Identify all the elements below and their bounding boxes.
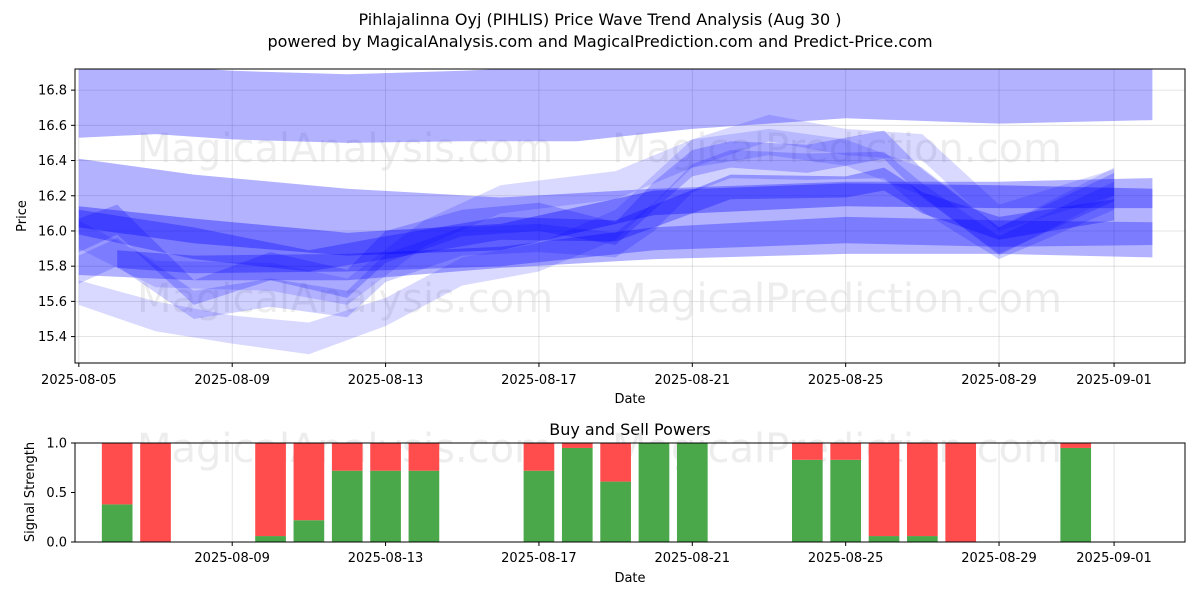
wave-band [78, 183, 1153, 256]
signal-y-label: Signal Strength [23, 442, 38, 542]
buy-bar [561, 447, 593, 542]
price-x-tick-label: 2025-08-05 [41, 373, 117, 388]
price-x-tick-label: 2025-08-13 [348, 373, 424, 388]
wave-band [78, 69, 1153, 143]
buy-bar [791, 459, 823, 542]
price-y-tick-label: 16.4 [38, 154, 67, 169]
signal-bars [101, 443, 1092, 542]
signal-x-tick-label: 2025-08-17 [501, 551, 577, 566]
wave-band [78, 158, 1153, 281]
signal-x-tick-label: 2025-08-13 [348, 551, 424, 566]
sell-bar [140, 443, 171, 542]
sell-bar [331, 443, 363, 471]
sell-bar [791, 443, 823, 460]
sell-bar [907, 443, 938, 537]
price-y-axis: 15.4 15.6 15.8 16.0 16.2 16.4 16.6 16.8 [38, 84, 75, 345]
buy-bar [101, 504, 133, 542]
buy-bar [293, 520, 325, 542]
price-x-label: Date [614, 392, 645, 407]
signal-y-tick-label: 0.0 [46, 536, 67, 551]
buy-bar [370, 470, 401, 542]
buy-bar [676, 443, 708, 542]
chart-subtitle: powered by MagicalAnalysis.com and Magic… [267, 32, 932, 51]
sell-bar [945, 443, 977, 542]
watermark-analysis: MagicalAnalysis.com [137, 126, 553, 172]
signal-y-axis: 0.0 0.5 1.0 [46, 437, 75, 551]
signal-x-tick-label: 2025-08-21 [655, 551, 731, 566]
price-x-tick-label: 2025-08-21 [655, 373, 731, 388]
wave-band [78, 114, 1115, 305]
wave-band [78, 150, 1115, 319]
price-x-axis: 2025-08-05 2025-08-09 2025-08-13 2025-08-17… [41, 363, 1152, 388]
price-grid [75, 69, 1185, 363]
sell-bar [523, 443, 555, 471]
wave-band [78, 128, 1115, 355]
sell-bar [830, 443, 862, 460]
watermark-analysis: MagicalAnalysis.com [137, 276, 553, 322]
price-y-tick-label: 16.6 [38, 119, 67, 134]
price-y-tick-label: 16.8 [38, 84, 67, 99]
buy-bar [255, 536, 286, 542]
sell-bar [255, 443, 286, 537]
signal-x-tick-label: 2025-08-29 [961, 551, 1037, 566]
buy-bar [600, 481, 631, 542]
buy-bar [907, 536, 938, 542]
sell-bar [561, 443, 593, 448]
sell-bar [293, 443, 325, 521]
price-x-tick-label: 2025-09-01 [1076, 373, 1152, 388]
signal-x-label: Date [614, 571, 645, 586]
buy-bar [331, 470, 363, 542]
sell-bar [101, 443, 133, 505]
watermark-prediction: MagicalPrediction.com [612, 276, 1062, 322]
wave-band [78, 167, 1115, 272]
price-x-tick-label: 2025-08-17 [501, 373, 577, 388]
signal-x-tick-label: 2025-08-25 [808, 551, 884, 566]
buy-bar [1060, 447, 1092, 542]
price-watermarks: MagicalAnalysis.com MagicalPrediction.co… [137, 126, 1062, 322]
price-y-tick-label: 15.4 [38, 330, 67, 345]
buy-bar [868, 536, 900, 542]
price-x-tick-label: 2025-08-25 [808, 373, 884, 388]
price-y-tick-label: 15.6 [38, 295, 67, 310]
signal-x-axis: 2025-08-09 2025-08-13 2025-08-17 2025-08-21… [194, 542, 1152, 566]
signal-x-tick-label: 2025-08-09 [194, 551, 270, 566]
price-y-tick-label: 16.2 [38, 189, 67, 204]
price-wave-bands [78, 69, 1153, 355]
sell-bar [408, 443, 440, 471]
buy-bar [638, 443, 670, 542]
watermark-prediction: MagicalPrediction.com [612, 126, 1062, 172]
buy-bar [830, 459, 862, 542]
sell-bar [600, 443, 631, 482]
price-plot-frame [74, 68, 1186, 364]
wave-band [117, 216, 1153, 274]
buy-bar [408, 470, 440, 542]
price-y-label: Price [15, 200, 30, 232]
price-y-tick-label: 16.0 [38, 224, 67, 239]
price-x-tick-label: 2025-08-09 [194, 373, 270, 388]
signal-x-tick-label: 2025-09-01 [1076, 551, 1152, 566]
sell-bar [868, 443, 900, 537]
chart-title: Pihlajalinna Oyj (PIHLIS) Price Wave Tre… [358, 10, 841, 29]
signal-chart-title: Buy and Sell Powers [549, 420, 711, 439]
price-x-tick-label: 2025-08-29 [961, 373, 1037, 388]
signal-y-tick-label: 1.0 [46, 437, 67, 452]
sell-bar [1060, 443, 1092, 448]
signal-y-tick-label: 0.5 [46, 486, 67, 501]
sell-bar [370, 443, 401, 471]
wave-band [78, 130, 1115, 305]
price-y-tick-label: 15.8 [38, 260, 67, 275]
buy-bar [523, 470, 555, 542]
